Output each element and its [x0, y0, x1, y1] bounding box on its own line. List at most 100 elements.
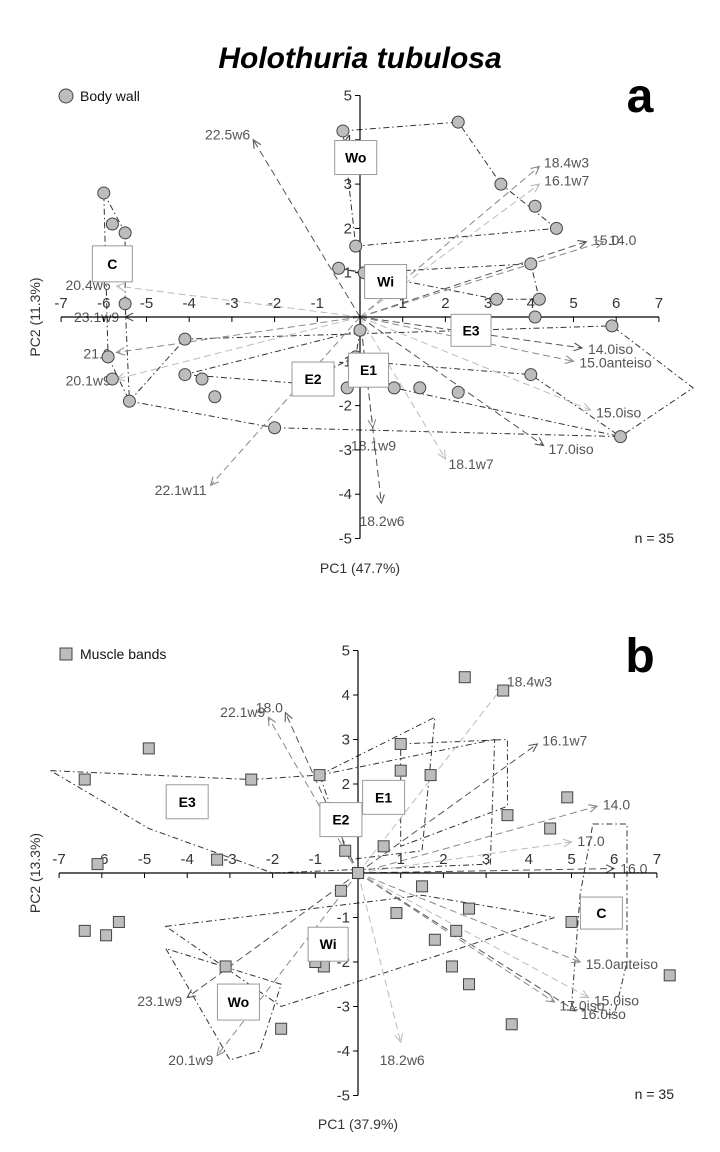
x-tick-label: 5 [567, 851, 575, 868]
vector-arrowhead [209, 476, 220, 487]
y-tick-label: 3 [344, 176, 352, 193]
group-box [362, 779, 406, 815]
data-point [78, 924, 91, 937]
y-tick-label: -5 [339, 531, 352, 548]
group-label: E3 [179, 794, 196, 810]
data-point [219, 960, 232, 973]
vector-arrowhead [530, 165, 541, 175]
x-tick-label: -7 [54, 295, 67, 312]
group-hull [338, 263, 540, 300]
vector-arrowhead [530, 183, 541, 193]
data-point [122, 394, 136, 408]
loading-vector [357, 805, 598, 874]
legend: Body wall [58, 88, 140, 104]
data-point [334, 884, 347, 897]
panel-letter: a [627, 70, 654, 123]
group-hull [570, 823, 628, 1016]
vector-label: 20.1w9 [66, 373, 111, 389]
group-labels: E3 E2 E1 C Wi Wo [165, 779, 623, 1021]
x-tick-label: 1 [397, 851, 405, 868]
group-box [307, 926, 349, 962]
data-point [112, 915, 125, 928]
x-axis-label: PC1 (37.9%) [318, 1116, 398, 1132]
data-point [445, 960, 458, 973]
group-box [450, 313, 492, 347]
vector-label: 22.1w9 [220, 704, 265, 720]
y-tick-label: 4 [342, 687, 350, 704]
loading-vector [186, 872, 359, 999]
vector-arrowhead [566, 1003, 577, 1012]
x-tick-label: -4 [181, 851, 194, 868]
loading-vector [252, 139, 361, 318]
loading-vectors: 18.022.1w9 18.4w3 16.1w7 14.0 17.0 16.0 15.0an… [137, 673, 658, 1068]
vector-label: 18.1w9 [351, 438, 396, 454]
vector-arrowhead [562, 838, 573, 848]
loading-vector [267, 717, 359, 874]
vector-arrowhead [571, 954, 582, 964]
data-point [332, 261, 346, 275]
loading-vector [116, 285, 361, 318]
loading-vector [357, 872, 402, 1043]
data-point [97, 186, 111, 200]
legend-marker [59, 647, 73, 661]
data-point [451, 385, 465, 399]
data-point [532, 292, 546, 306]
data-point [275, 1022, 288, 1035]
data-point [561, 791, 574, 804]
loading-vector [357, 868, 615, 874]
data-point [78, 773, 91, 786]
panel-letter: b [625, 630, 654, 683]
data-point [549, 221, 563, 235]
vector-label: 18.1w7 [448, 456, 493, 472]
x-tick-label: -7 [52, 851, 65, 868]
vector-label: 14.0iso [588, 341, 633, 357]
vector-label: 17.0iso [559, 997, 604, 1013]
loading-vector [359, 316, 382, 504]
vector-label: 15.0anteiso [586, 956, 659, 972]
legend-marker [58, 88, 74, 104]
loading-vector [116, 316, 361, 353]
group-hull [50, 738, 496, 874]
group-hull [358, 360, 621, 438]
data-point [313, 769, 326, 782]
vector-label: 17.0iso [549, 441, 594, 457]
vector-label: 16.0 [620, 860, 647, 876]
group-hull [164, 894, 555, 1008]
x-tick-label: -1 [311, 295, 324, 312]
vector-arrowhead [581, 402, 592, 412]
data-point [394, 764, 407, 777]
vector-label: 18.0 [256, 699, 283, 715]
group-hull [103, 192, 130, 402]
data-point [613, 430, 627, 444]
group-label: E3 [462, 322, 479, 338]
data-point [394, 737, 407, 750]
panel-b-biplot: 18.022.1w9 18.4w3 16.1w7 14.0 17.0 16.0 15.0an… [27, 630, 676, 1132]
x-tick-label: 2 [441, 295, 449, 312]
data-point [336, 124, 350, 138]
loading-vector [284, 712, 359, 874]
x-tick-label: 3 [482, 851, 490, 868]
y-axis-label: PC2 (13.3%) [27, 833, 43, 913]
group-hull [400, 738, 508, 848]
legend-label: Body wall [80, 88, 140, 104]
data-point [605, 319, 619, 333]
data-point [178, 332, 192, 346]
group-box [334, 140, 378, 176]
vector-label: 16.1w7 [542, 732, 587, 748]
x-tick-label: 6 [612, 295, 620, 312]
x-tick-label: -1 [309, 851, 322, 868]
vector-arrowhead [437, 449, 447, 460]
sample-points [97, 115, 627, 444]
data-point [245, 773, 258, 786]
vector-label: 18.4w3 [507, 673, 552, 689]
sample-size-label: n = 35 [635, 530, 675, 546]
data-point [105, 217, 119, 231]
group-box [216, 983, 260, 1021]
data-point [268, 421, 282, 435]
vector-arrowhead [267, 716, 277, 727]
x-tick-label: 7 [653, 851, 661, 868]
y-tick-label: -4 [339, 486, 352, 503]
data-point [211, 853, 224, 866]
